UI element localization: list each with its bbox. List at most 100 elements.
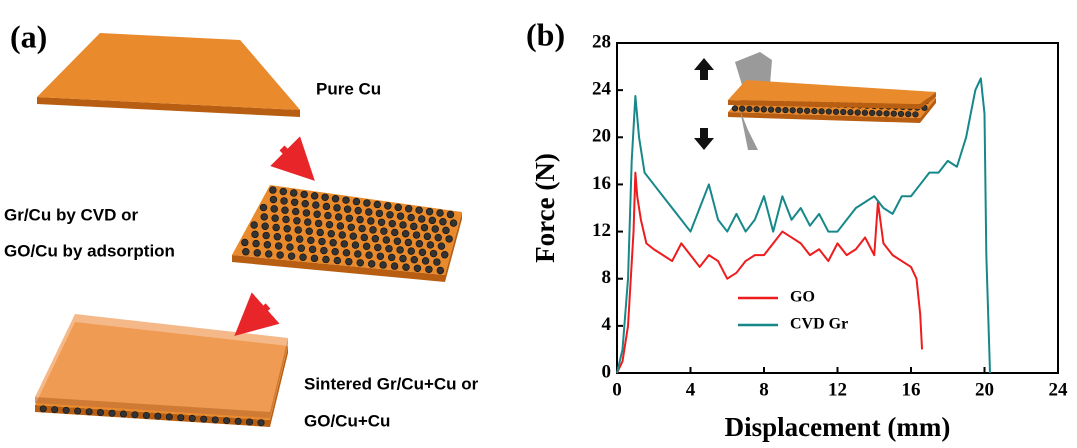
atom (317, 229, 324, 236)
data-line (617, 173, 922, 373)
atom (377, 253, 384, 260)
atom (391, 263, 398, 270)
x-tick-label: 8 (759, 379, 769, 400)
atom (433, 259, 440, 266)
atom (74, 408, 80, 414)
atom (419, 249, 426, 256)
atom (783, 107, 789, 113)
atom (426, 208, 433, 215)
atom (357, 216, 364, 223)
caption: GO/Cu by adsorption (4, 241, 175, 260)
y-tick-label: 8 (602, 267, 612, 288)
atom (212, 417, 218, 423)
atom (264, 241, 271, 248)
x-axis-label: Displacement (mm) (725, 412, 951, 442)
atom (898, 111, 904, 117)
atom (391, 229, 398, 236)
atom (288, 253, 295, 260)
atom (132, 412, 138, 418)
atom (282, 207, 289, 214)
atom (292, 208, 299, 215)
y-tick-label: 12 (592, 220, 611, 241)
atom (270, 196, 277, 203)
atom (242, 248, 249, 255)
atom (314, 211, 321, 218)
atom (397, 213, 404, 220)
atom (365, 209, 372, 216)
y-axis-label: Force (N) (530, 153, 560, 263)
atom (394, 238, 401, 245)
atom (120, 411, 126, 417)
atom (311, 255, 318, 262)
atom (383, 237, 390, 244)
atom (421, 224, 428, 231)
atom (143, 412, 149, 418)
atom (307, 237, 314, 244)
panel-label: (a) (10, 18, 47, 54)
x-tick-label: 4 (686, 379, 696, 400)
atom (251, 222, 258, 229)
atom (848, 109, 854, 115)
atom (386, 245, 393, 252)
atom (812, 108, 818, 114)
atom (252, 231, 259, 238)
atom (862, 110, 868, 116)
atom (354, 251, 361, 258)
atom (352, 242, 359, 249)
atom (258, 420, 264, 426)
atom (303, 210, 310, 217)
atom (334, 257, 341, 264)
atom (732, 106, 738, 112)
atom (263, 232, 270, 239)
atom (324, 212, 331, 219)
legend-label: GO (790, 289, 815, 306)
x-tick-label: 16 (902, 379, 921, 400)
atom (418, 216, 425, 223)
atom (840, 109, 846, 115)
atom (284, 225, 291, 232)
atom (287, 244, 294, 251)
atom (437, 210, 444, 217)
atom (320, 247, 327, 254)
atom (97, 409, 103, 415)
x-tick-label: 24 (1049, 379, 1069, 400)
atom (447, 211, 454, 218)
atom (40, 406, 46, 412)
atom (366, 252, 373, 259)
atom (891, 111, 897, 117)
atom (359, 225, 366, 232)
atom (280, 188, 287, 195)
plate-top (37, 33, 300, 110)
atom (380, 228, 387, 235)
atom (348, 224, 355, 231)
atom (178, 414, 184, 420)
atom (450, 220, 457, 227)
atom (302, 200, 309, 207)
atom (416, 240, 423, 247)
atom (869, 110, 875, 116)
atom (387, 211, 394, 218)
atom (290, 190, 297, 197)
atom (376, 210, 383, 217)
y-tick-label: 16 (592, 173, 611, 194)
atom (261, 214, 268, 221)
atom (300, 254, 307, 261)
y-tick-label: 24 (592, 79, 612, 100)
y-tick-label: 20 (592, 126, 611, 147)
caption: Gr/Cu by CVD or (4, 205, 139, 224)
atom (86, 409, 92, 415)
atom (408, 248, 415, 255)
atom (427, 242, 434, 249)
clamp (735, 52, 772, 85)
atom (435, 234, 442, 241)
legend-label: CVD Gr (790, 316, 848, 333)
x-tick-label: 12 (828, 379, 847, 400)
atom (414, 265, 421, 272)
atom (877, 110, 883, 116)
atom (400, 255, 407, 262)
atom (63, 407, 69, 413)
arrow-up (694, 58, 714, 80)
arrow-down (694, 128, 714, 150)
atom (283, 216, 290, 223)
atom (430, 250, 437, 257)
